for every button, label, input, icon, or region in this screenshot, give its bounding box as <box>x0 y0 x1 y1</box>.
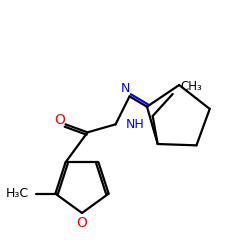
Text: H₃C: H₃C <box>6 187 29 200</box>
Text: O: O <box>76 216 88 230</box>
Text: N: N <box>121 82 130 95</box>
Text: O: O <box>54 113 65 127</box>
Text: NH: NH <box>126 118 144 131</box>
Text: CH₃: CH₃ <box>181 80 203 92</box>
